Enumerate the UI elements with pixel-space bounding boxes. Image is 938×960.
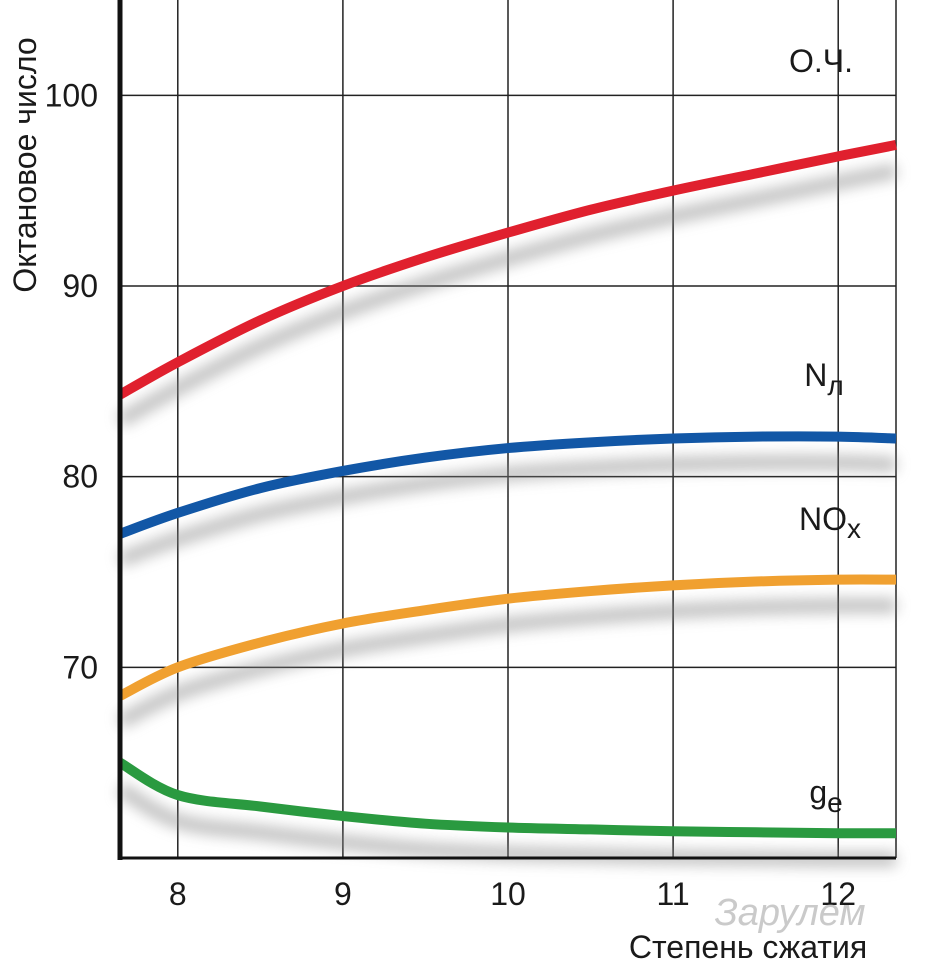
x-tick-9: 9 (334, 876, 352, 912)
series-shadow-2 (116, 598, 897, 729)
y-tick-70: 70 (62, 649, 98, 685)
series-line-ge (117, 758, 897, 839)
x-tick-10: 10 (490, 876, 526, 912)
x-tick-11: 11 (656, 876, 689, 912)
y-axis-title: Октановое число (7, 37, 43, 292)
grid-lines (120, 0, 897, 858)
y-tick-90: 90 (62, 268, 98, 304)
series-label-о-ч: О.Ч. (789, 43, 853, 79)
series-label-nл: Nл (804, 357, 843, 401)
series-label-nox: NOx (799, 501, 861, 544)
x-tick-12: 12 (820, 876, 856, 912)
x-tick-8: 8 (169, 876, 187, 912)
series-lines (117, 140, 897, 839)
series-shadow-1 (117, 455, 897, 567)
y-tick-100: 100 (45, 77, 98, 113)
y-tick-labels: 70 80 90 100 (45, 77, 98, 685)
x-axis-title: Степень сжатия (629, 929, 867, 960)
y-tick-80: 80 (62, 459, 98, 495)
x-tick-labels: 8 9 10 11 12 (169, 876, 856, 912)
series-label-ge: ge (809, 774, 842, 818)
series-line-nл (118, 431, 897, 539)
series-labels: О.Ч. Nл NOx ge (789, 43, 861, 818)
series-line-nox (117, 574, 897, 701)
series-line-о-ч (117, 140, 897, 400)
axes (117, 0, 896, 860)
watermark: Зарулем (714, 892, 865, 934)
series-shadow-0 (116, 164, 898, 427)
